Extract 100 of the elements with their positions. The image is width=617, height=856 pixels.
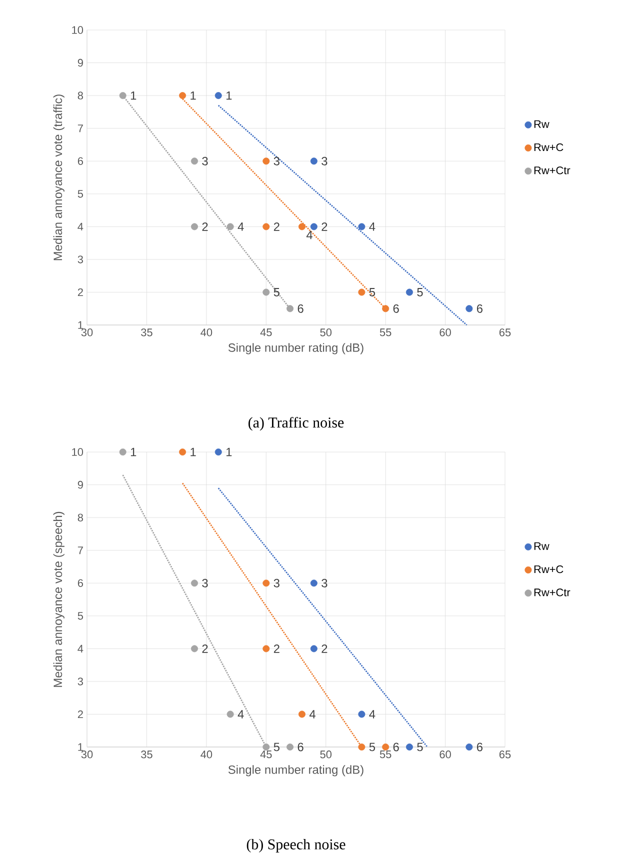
point [406, 744, 413, 750]
point [262, 158, 270, 165]
x-tick-label: 40 [200, 328, 212, 336]
point [190, 645, 198, 652]
annotation: 3 [274, 578, 280, 588]
x-tick-label: 40 [200, 750, 212, 758]
annotation: 3 [322, 156, 328, 166]
x-axis-title: Single number rating (dB) [228, 765, 364, 776]
annotation: 1 [226, 91, 232, 100]
annotation: 2 [322, 644, 328, 653]
point [298, 710, 306, 718]
x-axis-title: Single number rating (dB) [228, 343, 364, 354]
text: (b) Speech noise [246, 838, 346, 852]
x-tick-label: 45 [260, 750, 272, 758]
y-tick-label: 4 [78, 222, 84, 230]
y-tick-label: 6 [78, 579, 83, 587]
y-tick-label: 10 [72, 26, 84, 34]
annotation: 6 [298, 304, 304, 313]
annotation: 6 [476, 742, 482, 752]
y-tick-label: 1 [78, 743, 83, 751]
y-axis-title: Median annoyance vote (traffic) [53, 94, 64, 260]
x-tick-label: 65 [499, 750, 511, 758]
x-tick-label: 60 [440, 750, 451, 758]
point [358, 288, 366, 296]
x-tick-label: 60 [440, 328, 451, 336]
point [358, 223, 366, 230]
legend-label: Rw+Ctr [534, 588, 570, 596]
annotation: 3 [202, 578, 208, 588]
point [119, 92, 126, 100]
point [310, 580, 318, 587]
point [262, 645, 270, 652]
annotation: 6 [393, 742, 399, 752]
annotation: 1 [190, 448, 196, 456]
y-tick-label: 4 [78, 644, 84, 652]
point [262, 580, 270, 587]
annotation: 2 [202, 222, 208, 231]
annotation: 1 [130, 91, 136, 100]
x-tick-label: 30 [81, 750, 93, 758]
annotation: 2 [274, 222, 280, 231]
annotation: 1 [130, 448, 136, 456]
annotation: 6 [393, 304, 399, 313]
y-tick-label: 7 [78, 546, 83, 554]
annotation: 1 [190, 91, 196, 100]
point [298, 223, 306, 230]
point [310, 223, 318, 230]
x-tick-label: 55 [380, 750, 392, 758]
point [214, 448, 222, 456]
text: (a) Traffic noise [248, 416, 344, 431]
x-tick-label: 35 [141, 750, 152, 758]
annotation: 4 [369, 222, 376, 231]
annotation: 2 [322, 222, 328, 231]
point [179, 92, 186, 100]
x-tick-label: 30 [81, 328, 93, 336]
y-tick-label: 10 [72, 448, 84, 456]
annotation: 6 [476, 304, 482, 313]
point [466, 305, 473, 312]
annotation: 5 [417, 288, 423, 296]
annotation: 4 [238, 710, 244, 718]
y-tick-label: 3 [78, 678, 83, 686]
y-tick-label: 9 [78, 58, 83, 67]
y-tick-label: 8 [78, 92, 83, 100]
annotation: 3 [274, 156, 280, 166]
annotation: 4 [238, 222, 244, 231]
annotation: 3 [322, 578, 328, 588]
annotation: 6 [298, 742, 304, 752]
point [190, 158, 198, 165]
annotation: 5 [369, 288, 376, 296]
legend-label: Rw [534, 542, 550, 550]
y-tick-label: 2 [78, 288, 83, 296]
point [214, 92, 222, 100]
annotation: 2 [202, 644, 208, 653]
x-tick-label: 35 [141, 328, 152, 336]
point [406, 288, 413, 296]
x-tick-label: 65 [499, 328, 511, 336]
point [262, 744, 270, 750]
annotation: 1 [226, 448, 232, 456]
annotation: 3 [202, 156, 208, 166]
x-tick-label: 55 [380, 328, 392, 336]
x-tick-label: 50 [320, 328, 332, 336]
annotation: 5 [369, 742, 376, 752]
annotation: 4 [369, 710, 376, 718]
x-tick-label: 50 [320, 750, 332, 758]
y-tick-label: 7 [78, 124, 83, 132]
legend-label: Rw [534, 120, 550, 128]
point [382, 744, 390, 750]
point [358, 744, 366, 750]
y-tick-label: 1 [78, 321, 83, 329]
point [310, 158, 318, 165]
annotation: 5 [274, 742, 280, 752]
point [262, 223, 270, 230]
annotation: 5 [274, 288, 280, 296]
point [190, 223, 198, 230]
point [226, 710, 234, 718]
point [119, 448, 126, 456]
annotation: 4 [309, 710, 316, 718]
y-tick-label: 3 [78, 256, 83, 264]
point [382, 305, 390, 312]
annotation: 2 [274, 644, 280, 653]
y-tick-label: 2 [78, 710, 83, 718]
y-tick-label: 9 [78, 480, 83, 489]
